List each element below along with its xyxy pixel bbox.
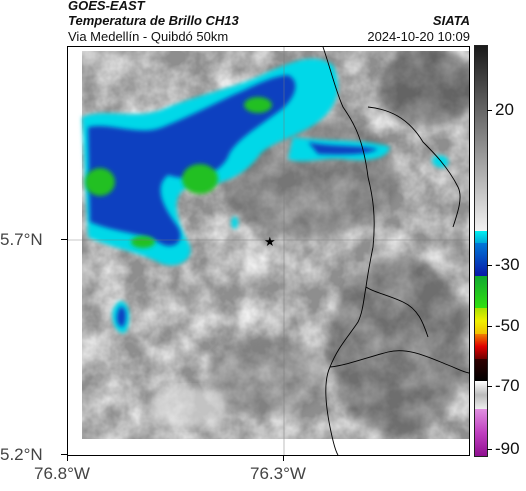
satellite-map: ★ [67,46,470,456]
colorbar-black [475,359,487,381]
borders [322,47,469,455]
colorbar-tick [487,386,492,387]
gridlines [68,47,469,455]
colorbar-label: -90 [495,439,520,458]
colorbar-green [475,276,487,308]
colorbar-light [475,381,487,409]
colorbar-red [475,334,487,359]
colorbar-tick [487,110,492,111]
lat-tick-mark [61,239,67,240]
colorbar-tick [487,449,492,450]
star-icon: ★ [264,235,276,250]
colorbar-gray-gradient [475,46,487,231]
colorbar-blue [475,243,487,276]
cold-cloud-blue [88,75,378,327]
colorbar-magenta [475,409,487,456]
lon-tick-mark [283,455,284,461]
brightness-temperature-field: ★ [68,47,469,455]
colorbar-label: -30 [495,255,520,274]
satellite-source: GOES-EAST [68,0,145,13]
colorbar-label: -70 [495,376,520,395]
colorbar [474,45,488,457]
colorbar-label: -50 [495,316,520,335]
lat-tick-label: 5.7°N [0,230,43,249]
colorbar-tick [487,265,492,266]
lon-tick-mark [67,455,68,461]
colorbar-yellow [475,308,487,334]
cold-cloud-green [85,97,272,248]
timestamp-label: 2024-10-20 10:09 [367,29,470,44]
lon-tick-label: 76.3°W [250,464,306,483]
lon-tick-label: 76.8°W [34,464,90,483]
organization-label: SIATA [432,13,470,28]
lat-tick-label: 5.2°N [0,445,43,464]
colorbar-cyan [475,231,487,243]
product-title: Temperatura de Brillo CH13 [68,13,239,28]
lat-tick-mark [61,454,67,455]
colorbar-label: 20 [495,100,514,119]
colorbar-tick [487,326,492,327]
region-subtitle: Via Medellín - Quibdó 50km [68,29,229,44]
